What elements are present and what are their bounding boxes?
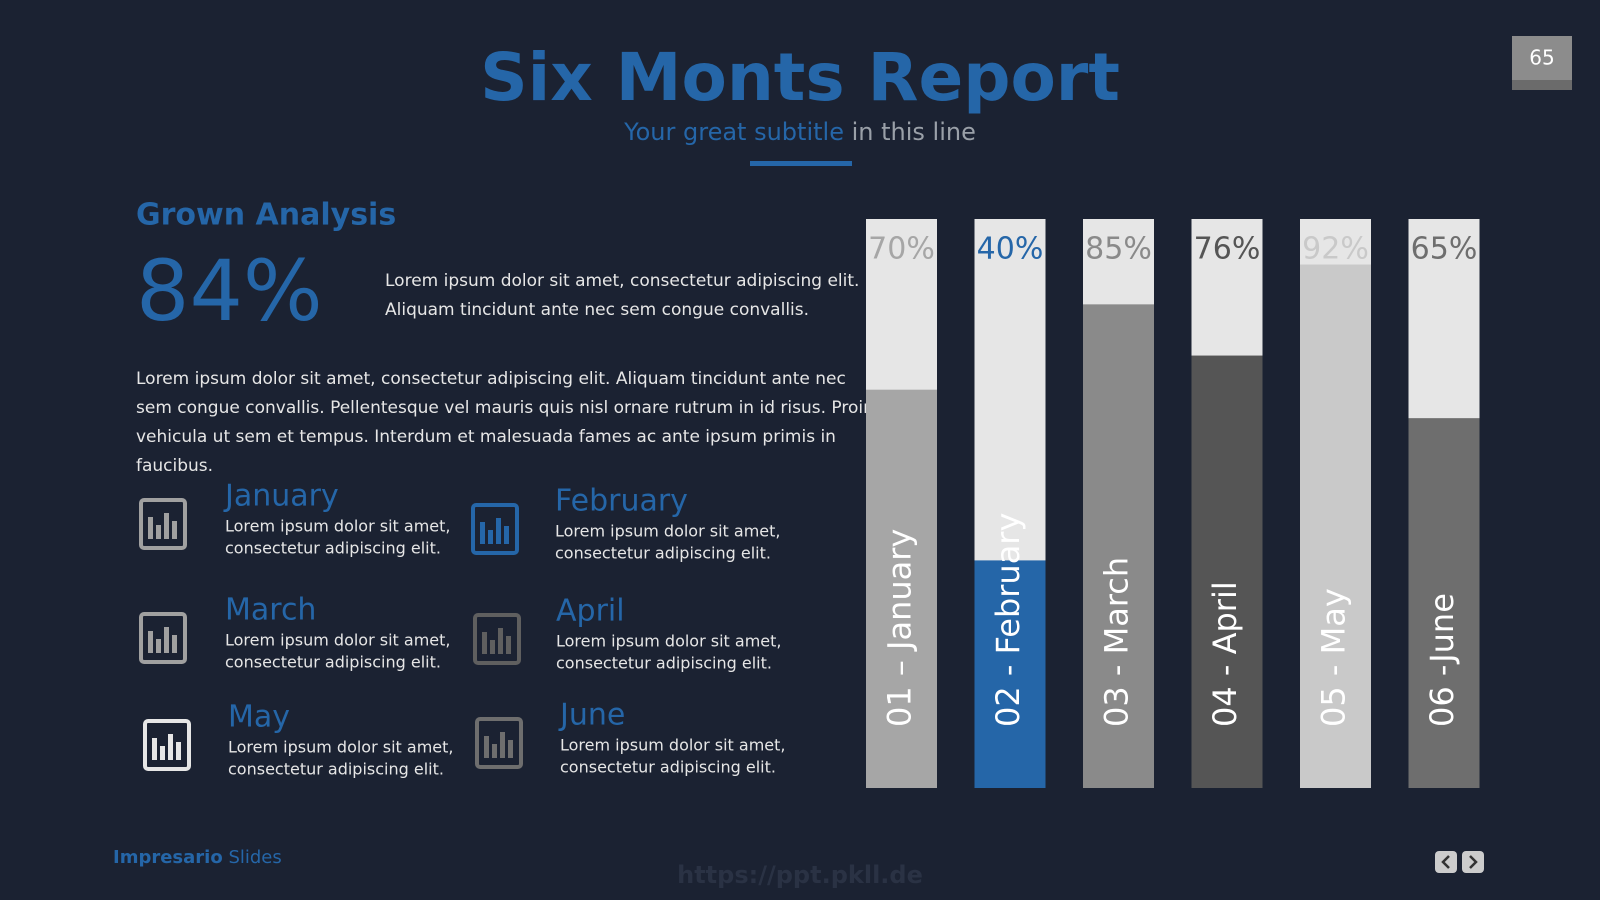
value-label: 85% bbox=[1085, 232, 1152, 267]
month-name: May bbox=[228, 700, 290, 735]
icon-frame bbox=[473, 613, 521, 665]
icon-bar bbox=[504, 526, 509, 544]
next-arrow bbox=[1469, 855, 1478, 869]
category-label: 05 - May bbox=[1315, 588, 1353, 727]
icon-frame bbox=[139, 498, 187, 550]
bar bbox=[1191, 355, 1263, 788]
month-item: January Lorem ipsum dolor sit amet, consec… bbox=[139, 479, 451, 558]
icon-bar bbox=[492, 744, 497, 758]
icon-bar bbox=[490, 640, 495, 654]
prev-button[interactable] bbox=[1435, 851, 1457, 873]
month-name: February bbox=[555, 484, 688, 519]
month-text: Lorem ipsum dolor sit amet, bbox=[228, 738, 454, 757]
brand-rest: Slides bbox=[228, 847, 281, 868]
icon-bar bbox=[164, 627, 169, 653]
icon-bar bbox=[176, 742, 181, 760]
month-text: Lorem ipsum dolor sit amet, bbox=[556, 632, 782, 651]
brand: Impresario bbox=[113, 847, 223, 868]
category-label: 04 - April bbox=[1206, 581, 1244, 727]
bar bbox=[974, 560, 1046, 788]
month-text: consectetur adipiscing elit. bbox=[225, 539, 441, 558]
value-label: 65% bbox=[1411, 232, 1478, 267]
month-item: March Lorem ipsum dolor sit amet, consecte… bbox=[139, 593, 451, 672]
icon-bar bbox=[156, 525, 161, 539]
icon-frame bbox=[143, 719, 191, 771]
value-label: 76% bbox=[1194, 232, 1261, 267]
category-label: 02 - February bbox=[989, 513, 1027, 727]
subtitle: Your great subtitle in this line bbox=[623, 118, 976, 146]
bar bbox=[866, 389, 937, 788]
month-name: April bbox=[556, 594, 625, 629]
watermark: https://ppt.pkll.de bbox=[677, 861, 923, 889]
bar bbox=[1408, 418, 1480, 788]
next-button[interactable] bbox=[1462, 851, 1484, 873]
text-group: Lorem ipsum dolor sit amet, consectetur … bbox=[136, 271, 874, 779]
bar bbox=[1083, 304, 1154, 788]
icon-bar bbox=[172, 521, 177, 539]
icon-frame bbox=[471, 503, 519, 555]
icon-bar bbox=[480, 522, 485, 544]
stat-text: Lorem ipsum dolor sit amet, consectetur … bbox=[385, 271, 859, 291]
stat-text: Aliquam tincidunt ante nec sem congue co… bbox=[385, 300, 809, 320]
icon-frame bbox=[475, 717, 523, 769]
month-item: April Lorem ipsum dolor sit amet, consecte… bbox=[473, 594, 782, 673]
icon-bar bbox=[482, 632, 487, 654]
icon-bar bbox=[508, 740, 513, 758]
icon-bar bbox=[152, 738, 157, 760]
subtitle-rest: in this line bbox=[852, 118, 976, 146]
icon-bar bbox=[498, 628, 503, 654]
month-item: February Lorem ipsum dolor sit amet, conse… bbox=[471, 484, 781, 563]
page-badge-shade bbox=[1512, 80, 1572, 90]
category-label: 06 -June bbox=[1423, 593, 1461, 727]
icon-bar bbox=[164, 513, 169, 539]
month-item: June Lorem ipsum dolor sit amet, consectet… bbox=[475, 698, 786, 777]
category-label: 01 – January bbox=[881, 529, 919, 727]
bar bbox=[1300, 264, 1371, 788]
icon-bar bbox=[484, 736, 489, 758]
month-name: June bbox=[558, 698, 625, 733]
icon-bar bbox=[172, 635, 177, 653]
paragraph-line: sem congue convallis. Pellentesque vel m… bbox=[136, 398, 874, 418]
value-label: 92% bbox=[1302, 232, 1369, 267]
icon-bar bbox=[160, 746, 165, 760]
title-underline bbox=[750, 161, 852, 166]
icon-bar bbox=[496, 518, 501, 544]
icon-bar bbox=[156, 639, 161, 653]
value-label: 70% bbox=[868, 232, 935, 267]
subtitle-highlight: Your great subtitle bbox=[623, 118, 844, 146]
month-text: Lorem ipsum dolor sit amet, bbox=[560, 736, 786, 755]
footer-brand: Impresario Slides bbox=[113, 847, 282, 868]
value-label: 40% bbox=[977, 232, 1044, 267]
big-stat: 84% bbox=[136, 242, 323, 340]
month-text: consectetur adipiscing elit. bbox=[225, 653, 441, 672]
month-text: consectetur adipiscing elit. bbox=[228, 760, 444, 779]
month-text: Lorem ipsum dolor sit amet, bbox=[225, 517, 451, 536]
month-text: consectetur adipiscing elit. bbox=[555, 544, 771, 563]
page-number: 65 bbox=[1529, 46, 1554, 70]
prev-arrow bbox=[1441, 855, 1450, 869]
icon-bar bbox=[148, 517, 153, 539]
month-text: consectetur adipiscing elit. bbox=[556, 654, 772, 673]
icon-bar bbox=[500, 732, 505, 758]
icon-bar bbox=[168, 734, 173, 760]
section-heading: Grown Analysis bbox=[136, 198, 396, 233]
icon-bar bbox=[148, 631, 153, 653]
icon-bar bbox=[506, 636, 511, 654]
month-item: May Lorem ipsum dolor sit amet, consectetu… bbox=[143, 700, 454, 779]
category-label: 03 - March bbox=[1098, 557, 1136, 727]
icon-bar bbox=[488, 530, 493, 544]
paragraph-line: faucibus. bbox=[136, 456, 213, 476]
month-text: consectetur adipiscing elit. bbox=[560, 758, 776, 777]
paragraph-line: vehicula ut sem et tempus. Interdum et m… bbox=[136, 427, 836, 447]
month-text: Lorem ipsum dolor sit amet, bbox=[555, 522, 781, 541]
bar-chart: 70% 01 – January 40% 02 - February 85% 03 - M… bbox=[866, 219, 1480, 788]
icon-frame bbox=[139, 612, 187, 664]
paragraph-line: Lorem ipsum dolor sit amet, consectetur … bbox=[136, 369, 846, 389]
month-text: Lorem ipsum dolor sit amet, bbox=[225, 631, 451, 650]
title: Six Monts Report bbox=[480, 39, 1120, 116]
month-name: January bbox=[223, 479, 339, 514]
month-name: March bbox=[225, 593, 316, 628]
